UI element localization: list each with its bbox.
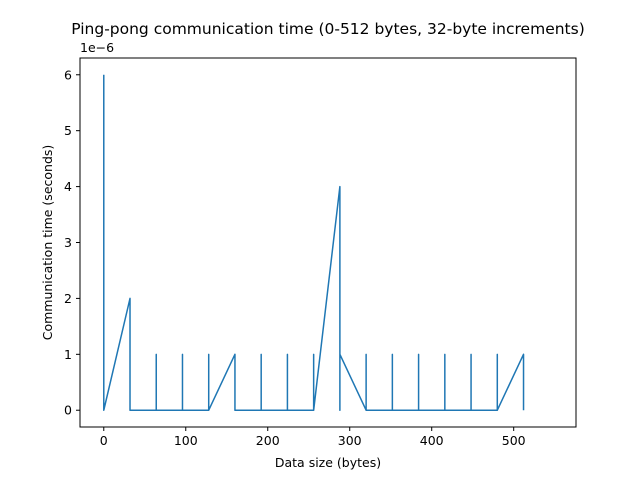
- y-tick-label: 3: [64, 235, 72, 250]
- x-axis: 0 100 200 300 400 500: [100, 427, 526, 448]
- x-tick-label: 200: [256, 433, 280, 448]
- y-tick-label: 1: [64, 347, 72, 362]
- x-axis-label: Data size (bytes): [275, 455, 381, 470]
- y-tick-label: 0: [64, 403, 72, 418]
- plot-frame: [79, 57, 577, 428]
- x-tick-label: 0: [100, 433, 108, 448]
- x-tick-label: 300: [338, 433, 362, 448]
- y-axis-label: Communication time (seconds): [40, 145, 55, 341]
- chart-title: Ping-pong communication time (0-512 byte…: [71, 20, 585, 38]
- y-tick-label: 5: [64, 123, 72, 138]
- series-line-0: [103, 74, 525, 411]
- y-tick-label: 6: [64, 67, 72, 82]
- plot-area: [103, 74, 525, 411]
- x-tick-label: 500: [502, 433, 526, 448]
- y-tick-label: 4: [64, 179, 72, 194]
- y-axis: 0 1 2 3 4 5 6: [64, 67, 80, 418]
- y-offset-label: 1e−6: [80, 40, 114, 55]
- x-tick-label: 100: [174, 433, 198, 448]
- x-tick-label: 400: [420, 433, 444, 448]
- y-tick-label: 2: [64, 291, 72, 306]
